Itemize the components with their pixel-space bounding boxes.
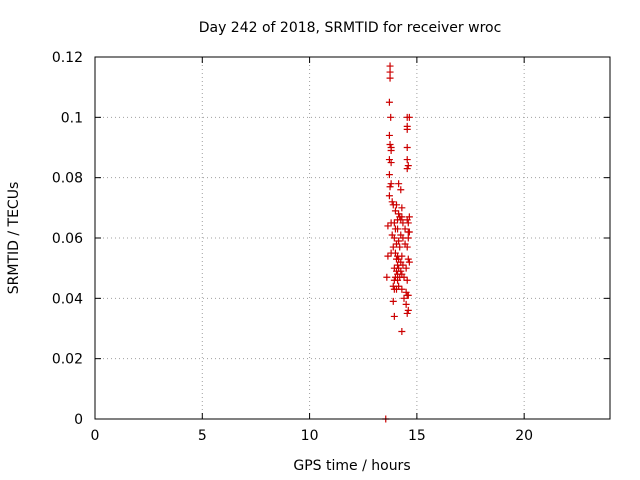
y-tick-label: 0.1	[61, 110, 83, 126]
data-point	[390, 234, 398, 242]
data-point	[404, 234, 412, 242]
data-point	[394, 276, 402, 284]
data-point	[394, 216, 402, 224]
data-point	[387, 113, 395, 121]
data-point	[398, 252, 406, 260]
data-point	[384, 252, 392, 260]
data-point	[385, 156, 393, 164]
data-point	[401, 225, 409, 233]
data-point	[400, 273, 408, 281]
data-point	[386, 140, 394, 148]
data-point	[400, 294, 408, 302]
data-point	[386, 68, 394, 76]
data-point	[392, 240, 400, 248]
data-point	[404, 306, 412, 314]
tick-labels: 0 5 10 15 20 0 0.02 0.04 0.06 0.08 0.1 0.12	[52, 50, 533, 444]
data-point	[403, 276, 411, 284]
x-axis-label: GPS time / hours	[293, 458, 410, 474]
data-point	[387, 159, 395, 167]
data-point	[386, 74, 394, 82]
data-point	[391, 207, 399, 215]
data-point	[386, 62, 394, 70]
grid-lines	[94, 56, 610, 420]
data-point	[403, 309, 411, 317]
x-tick-label: 0	[91, 428, 100, 444]
data-point	[392, 201, 400, 209]
data-point	[398, 204, 406, 212]
data-point	[405, 258, 413, 266]
data-point	[394, 225, 402, 233]
data-point	[385, 98, 393, 106]
data-point	[385, 131, 393, 139]
x-tick-label: 10	[301, 428, 319, 444]
y-tick-label: 0.02	[52, 352, 83, 368]
y-axis-label: SRMTID / TECUs	[6, 182, 22, 295]
data-point	[397, 267, 405, 275]
data-point	[402, 300, 410, 308]
data-points	[382, 62, 413, 423]
data-point	[402, 264, 410, 272]
y-tick-label: 0.08	[52, 171, 83, 187]
data-point	[403, 243, 411, 251]
data-point	[404, 219, 412, 227]
data-point	[398, 328, 406, 336]
data-point	[397, 186, 405, 194]
x-tick-label: 20	[515, 428, 533, 444]
data-point	[403, 125, 411, 133]
data-point	[395, 210, 403, 218]
data-point	[405, 228, 413, 236]
data-point	[392, 285, 400, 293]
data-point	[385, 192, 393, 200]
data-point	[399, 261, 407, 269]
data-point	[388, 198, 396, 206]
data-point	[387, 180, 395, 188]
data-point	[405, 113, 413, 121]
y-tick-label: 0	[74, 412, 83, 428]
x-tick-label: 15	[408, 428, 426, 444]
data-point	[390, 312, 398, 320]
data-point	[405, 213, 413, 221]
data-point	[398, 213, 406, 221]
data-point	[387, 147, 395, 155]
data-point	[385, 171, 393, 179]
data-point	[389, 243, 397, 251]
x-tick-label: 5	[198, 428, 207, 444]
data-point	[389, 297, 397, 305]
y-tick-label: 0.04	[52, 291, 83, 307]
data-point	[395, 180, 403, 188]
data-point	[404, 162, 412, 170]
data-point	[404, 255, 412, 263]
data-point	[383, 273, 391, 281]
plot-frame	[94, 56, 611, 420]
data-point	[384, 222, 392, 230]
data-point	[403, 165, 411, 173]
y-tick-label: 0.12	[52, 50, 83, 66]
data-point	[396, 243, 404, 251]
data-point	[403, 156, 411, 164]
data-point	[387, 219, 395, 227]
data-point	[403, 144, 411, 151]
data-point	[386, 183, 394, 191]
y-tick-label: 0.06	[52, 231, 83, 247]
chart-title: Day 242 of 2018, SRMTID for receiver wro…	[199, 20, 502, 36]
data-point	[404, 291, 412, 299]
